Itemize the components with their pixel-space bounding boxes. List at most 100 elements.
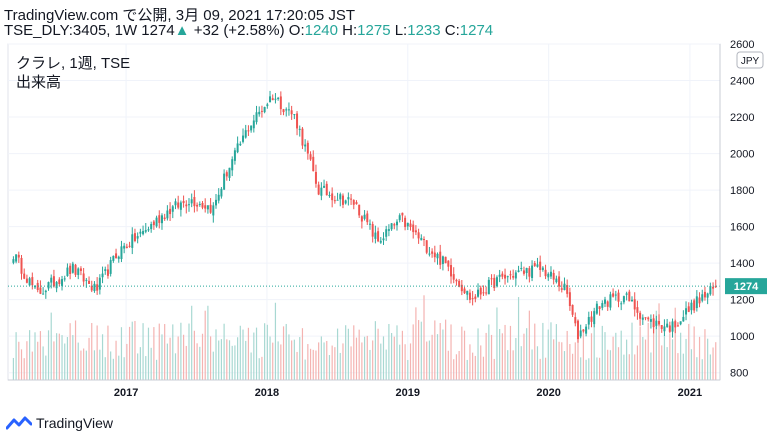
volume-bar bbox=[669, 333, 671, 380]
candle-body bbox=[531, 265, 534, 278]
volume-bar bbox=[299, 337, 301, 380]
volume-bar bbox=[80, 350, 82, 380]
volume-bar bbox=[139, 347, 141, 380]
volume-bar bbox=[282, 326, 285, 380]
candle-body bbox=[52, 276, 55, 287]
candle-body bbox=[687, 306, 690, 312]
candle-body bbox=[117, 256, 120, 259]
volume-bar bbox=[347, 328, 349, 380]
candle-body bbox=[414, 230, 417, 233]
volume-bar bbox=[269, 336, 271, 380]
candle-body bbox=[309, 154, 312, 160]
candle-body bbox=[242, 135, 245, 142]
volume-bar bbox=[12, 357, 15, 380]
candle-body bbox=[301, 128, 304, 146]
volume-bar bbox=[447, 350, 449, 380]
candle-body bbox=[198, 203, 201, 205]
volume-bar bbox=[601, 325, 603, 380]
volume-bar bbox=[696, 357, 698, 380]
volume-bar bbox=[74, 320, 77, 380]
volume-bar bbox=[547, 329, 549, 380]
candle-body bbox=[15, 254, 18, 262]
candle-body bbox=[187, 204, 190, 206]
candle-body bbox=[447, 260, 450, 267]
volume-bar bbox=[77, 342, 79, 380]
candle-body bbox=[463, 288, 466, 294]
candle-body bbox=[182, 200, 185, 204]
volume-bar bbox=[15, 332, 17, 380]
candle-body bbox=[193, 197, 196, 207]
candle-body bbox=[671, 321, 674, 332]
volume-bar bbox=[374, 321, 376, 380]
candle-body bbox=[239, 143, 242, 146]
volume-bar bbox=[242, 329, 244, 380]
candles bbox=[12, 90, 717, 343]
volume-bar bbox=[412, 324, 414, 380]
candle-body bbox=[374, 232, 377, 239]
price-axis[interactable]: 800 1000 1200 1400 1600 1800 2000 2200 2400 2600 bbox=[730, 39, 754, 380]
volume-bar bbox=[588, 358, 590, 380]
volume-bar bbox=[210, 336, 212, 380]
footer-brand[interactable]: TradingView bbox=[6, 415, 113, 431]
volume-bar bbox=[272, 342, 274, 380]
candle-body bbox=[431, 251, 434, 254]
candle-body bbox=[541, 267, 544, 270]
candle-body bbox=[277, 97, 280, 100]
volume-bar bbox=[39, 331, 42, 380]
volume-bar bbox=[134, 320, 136, 380]
candle-body bbox=[617, 292, 620, 302]
candle-body bbox=[466, 290, 469, 295]
candle-body bbox=[339, 194, 342, 200]
candle-body bbox=[179, 202, 182, 210]
candle-body bbox=[290, 110, 293, 115]
price-tick-label: 2600 bbox=[730, 39, 754, 51]
volume-bar bbox=[388, 323, 390, 380]
volume-bar bbox=[23, 358, 25, 380]
candle-body bbox=[423, 239, 426, 241]
candle-body bbox=[233, 150, 236, 161]
volume-bar bbox=[682, 353, 684, 380]
plot-area bbox=[7, 43, 721, 381]
volume-bar bbox=[42, 346, 44, 380]
candle-body bbox=[209, 204, 212, 213]
volume-bar bbox=[431, 334, 433, 380]
candle-body bbox=[47, 282, 50, 289]
volume-bar bbox=[107, 325, 109, 380]
candle-body bbox=[285, 109, 288, 111]
volume-bar bbox=[445, 319, 447, 380]
volume-bar bbox=[191, 305, 193, 380]
volume-bar bbox=[501, 333, 503, 380]
time-axis[interactable]: 2017 2018 2019 2020 2021 bbox=[114, 387, 702, 399]
volume-bar bbox=[607, 349, 609, 380]
candle-body bbox=[255, 112, 258, 123]
candle-body bbox=[487, 279, 490, 295]
volume-bar bbox=[158, 323, 160, 380]
volume-bar bbox=[96, 325, 98, 380]
time-tick-label: 2020 bbox=[536, 387, 560, 399]
volume-bar bbox=[353, 325, 355, 380]
volume-bar bbox=[69, 323, 71, 380]
volume-bar bbox=[274, 302, 277, 380]
volume-bar bbox=[253, 332, 255, 380]
candle-body bbox=[36, 282, 39, 290]
volume-bar bbox=[596, 357, 598, 380]
price-tick-label: 1200 bbox=[730, 295, 754, 307]
volume-bar bbox=[442, 329, 444, 380]
candle-body bbox=[252, 120, 255, 129]
volume-bar bbox=[336, 328, 339, 380]
low-label: L: bbox=[394, 22, 408, 39]
candle-body bbox=[606, 301, 609, 307]
candle-body bbox=[155, 217, 158, 227]
candle-body bbox=[620, 303, 623, 305]
candle-body bbox=[517, 270, 520, 272]
candle-body bbox=[247, 130, 250, 132]
volume-bar bbox=[361, 342, 363, 380]
candle-body bbox=[587, 317, 590, 325]
volume-bar bbox=[120, 327, 123, 380]
candle-body bbox=[387, 229, 390, 231]
candle-body bbox=[304, 144, 307, 147]
price-tick-label: 1400 bbox=[730, 258, 754, 270]
candle-body bbox=[658, 321, 661, 325]
candle-body bbox=[355, 202, 358, 205]
